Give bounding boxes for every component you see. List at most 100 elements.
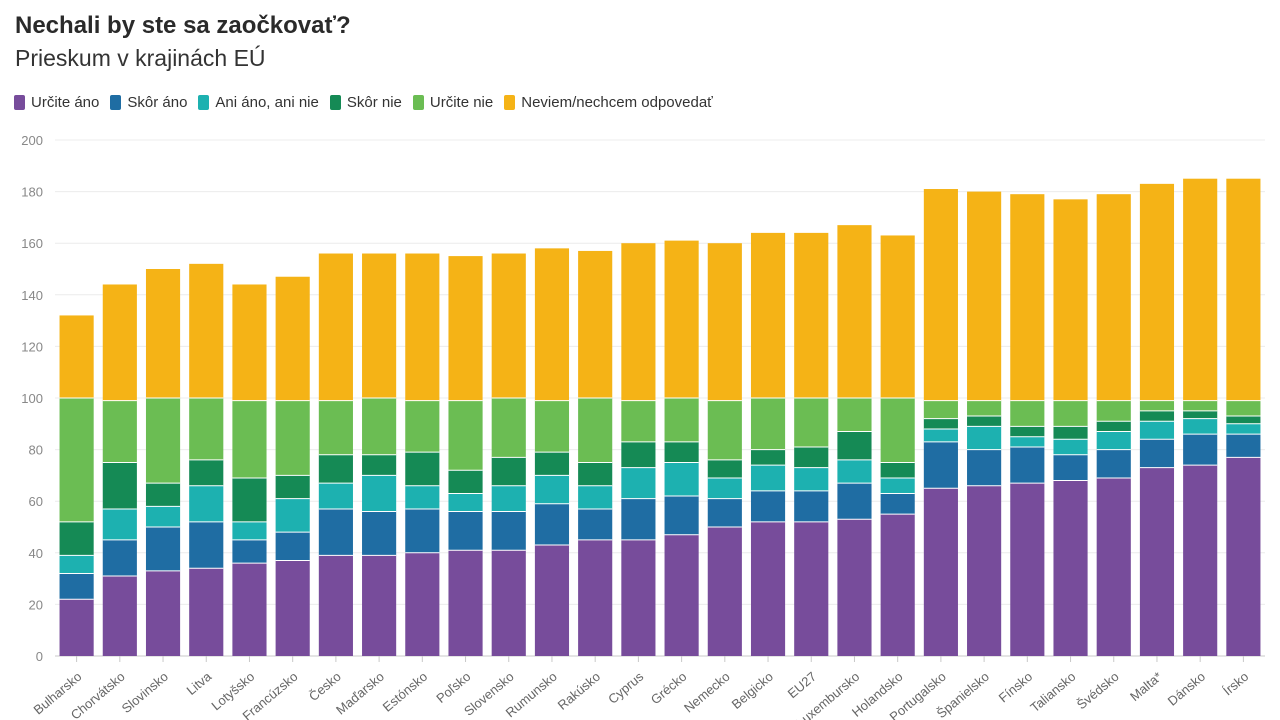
- bar-segment[interactable]: [362, 511, 397, 556]
- bar-segment[interactable]: [1183, 418, 1218, 435]
- bar-segment[interactable]: [362, 253, 397, 398]
- bar-segment[interactable]: [59, 573, 94, 600]
- bar-segment[interactable]: [707, 477, 742, 499]
- bar-segment[interactable]: [794, 398, 829, 448]
- bar-segment[interactable]: [1183, 434, 1218, 466]
- bar-segment[interactable]: [189, 568, 224, 656]
- legend-item[interactable]: Skôr nie: [329, 94, 402, 111]
- bar-segment[interactable]: [1139, 410, 1175, 422]
- bar-segment[interactable]: [534, 475, 570, 504]
- bar-segment[interactable]: [1139, 400, 1175, 411]
- bar-segment[interactable]: [837, 431, 872, 460]
- bar-segment[interactable]: [145, 398, 181, 484]
- bar-segment[interactable]: [275, 498, 310, 533]
- bar-segment[interactable]: [707, 459, 742, 478]
- bar-segment[interactable]: [837, 459, 872, 484]
- bar-segment[interactable]: [189, 263, 224, 398]
- bar-segment[interactable]: [318, 400, 353, 455]
- bar-segment[interactable]: [318, 508, 353, 556]
- legend-item[interactable]: Skôr áno: [110, 94, 187, 111]
- bar-segment[interactable]: [1226, 423, 1261, 435]
- bar-segment[interactable]: [578, 508, 613, 540]
- bar-segment[interactable]: [405, 552, 440, 656]
- bar-segment[interactable]: [1053, 426, 1088, 440]
- bar-segment[interactable]: [923, 441, 958, 489]
- bar-segment[interactable]: [189, 398, 224, 460]
- bar-segment[interactable]: [578, 539, 613, 656]
- bar-segment[interactable]: [145, 506, 181, 527]
- bar-segment[interactable]: [275, 532, 310, 561]
- bar-segment[interactable]: [1010, 194, 1045, 401]
- bar-segment[interactable]: [102, 284, 137, 401]
- bar-segment[interactable]: [232, 284, 267, 401]
- bar-segment[interactable]: [923, 428, 958, 442]
- bar-segment[interactable]: [1226, 434, 1261, 458]
- bar-segment[interactable]: [794, 521, 829, 656]
- bar-segment[interactable]: [923, 189, 958, 401]
- bar-segment[interactable]: [750, 398, 786, 450]
- bar-segment[interactable]: [621, 441, 656, 468]
- bar-segment[interactable]: [491, 253, 526, 398]
- bar-segment[interactable]: [491, 550, 526, 656]
- bar-segment[interactable]: [232, 400, 267, 478]
- bar-segment[interactable]: [837, 519, 872, 656]
- bar-segment[interactable]: [1139, 183, 1175, 401]
- bar-segment[interactable]: [275, 475, 310, 499]
- bar-segment[interactable]: [578, 398, 613, 463]
- bar-segment[interactable]: [664, 496, 699, 535]
- bar-segment[interactable]: [448, 470, 483, 494]
- legend-item[interactable]: Určite áno: [14, 94, 99, 111]
- bar-segment[interactable]: [59, 555, 94, 574]
- bar-segment[interactable]: [750, 232, 786, 398]
- bar-segment[interactable]: [362, 475, 397, 512]
- bar-segment[interactable]: [621, 467, 656, 499]
- bar-segment[interactable]: [621, 243, 656, 401]
- bar-segment[interactable]: [837, 483, 872, 520]
- bar-segment[interactable]: [837, 225, 872, 398]
- bar-segment[interactable]: [967, 449, 1002, 486]
- bar-segment[interactable]: [405, 508, 440, 553]
- bar-segment[interactable]: [967, 416, 1002, 427]
- bar-segment[interactable]: [1139, 421, 1175, 440]
- bar-segment[interactable]: [1139, 467, 1175, 656]
- bar-segment[interactable]: [1226, 416, 1261, 424]
- legend-item[interactable]: Určite nie: [412, 94, 493, 111]
- bar-segment[interactable]: [232, 539, 267, 564]
- bar-segment[interactable]: [102, 400, 137, 463]
- bar-segment[interactable]: [362, 555, 397, 656]
- bar-segment[interactable]: [664, 398, 699, 442]
- bar-segment[interactable]: [880, 514, 915, 656]
- legend-item[interactable]: Ani áno, ani nie: [198, 94, 319, 111]
- bar-segment[interactable]: [405, 253, 440, 401]
- bar-segment[interactable]: [59, 315, 94, 398]
- bar-segment[interactable]: [621, 498, 656, 540]
- bar-segment[interactable]: [59, 398, 94, 522]
- bar-segment[interactable]: [318, 555, 353, 656]
- bar-segment[interactable]: [880, 477, 915, 494]
- bar-segment[interactable]: [1010, 436, 1045, 448]
- bar-segment[interactable]: [275, 276, 310, 401]
- bar-segment[interactable]: [707, 498, 742, 527]
- bar-segment[interactable]: [578, 462, 613, 486]
- bar-segment[interactable]: [405, 452, 440, 486]
- bar-segment[interactable]: [1010, 426, 1045, 437]
- bar-segment[interactable]: [145, 483, 181, 507]
- bar-segment[interactable]: [275, 400, 310, 476]
- bar-segment[interactable]: [707, 243, 742, 401]
- bar-segment[interactable]: [232, 477, 267, 522]
- bar-segment[interactable]: [880, 462, 915, 478]
- bar-segment[interactable]: [967, 191, 1002, 401]
- bar-segment[interactable]: [1053, 400, 1088, 427]
- bar-segment[interactable]: [145, 269, 181, 398]
- bar-segment[interactable]: [1053, 480, 1088, 656]
- bar-segment[interactable]: [448, 550, 483, 656]
- bar-segment[interactable]: [102, 508, 137, 540]
- bar-segment[interactable]: [1096, 421, 1131, 432]
- bar-segment[interactable]: [880, 235, 915, 398]
- bar-segment[interactable]: [707, 527, 742, 656]
- bar-segment[interactable]: [232, 563, 267, 656]
- bar-segment[interactable]: [664, 240, 699, 398]
- bar-segment[interactable]: [621, 539, 656, 656]
- bar-segment[interactable]: [967, 485, 1002, 656]
- bar-segment[interactable]: [534, 545, 570, 656]
